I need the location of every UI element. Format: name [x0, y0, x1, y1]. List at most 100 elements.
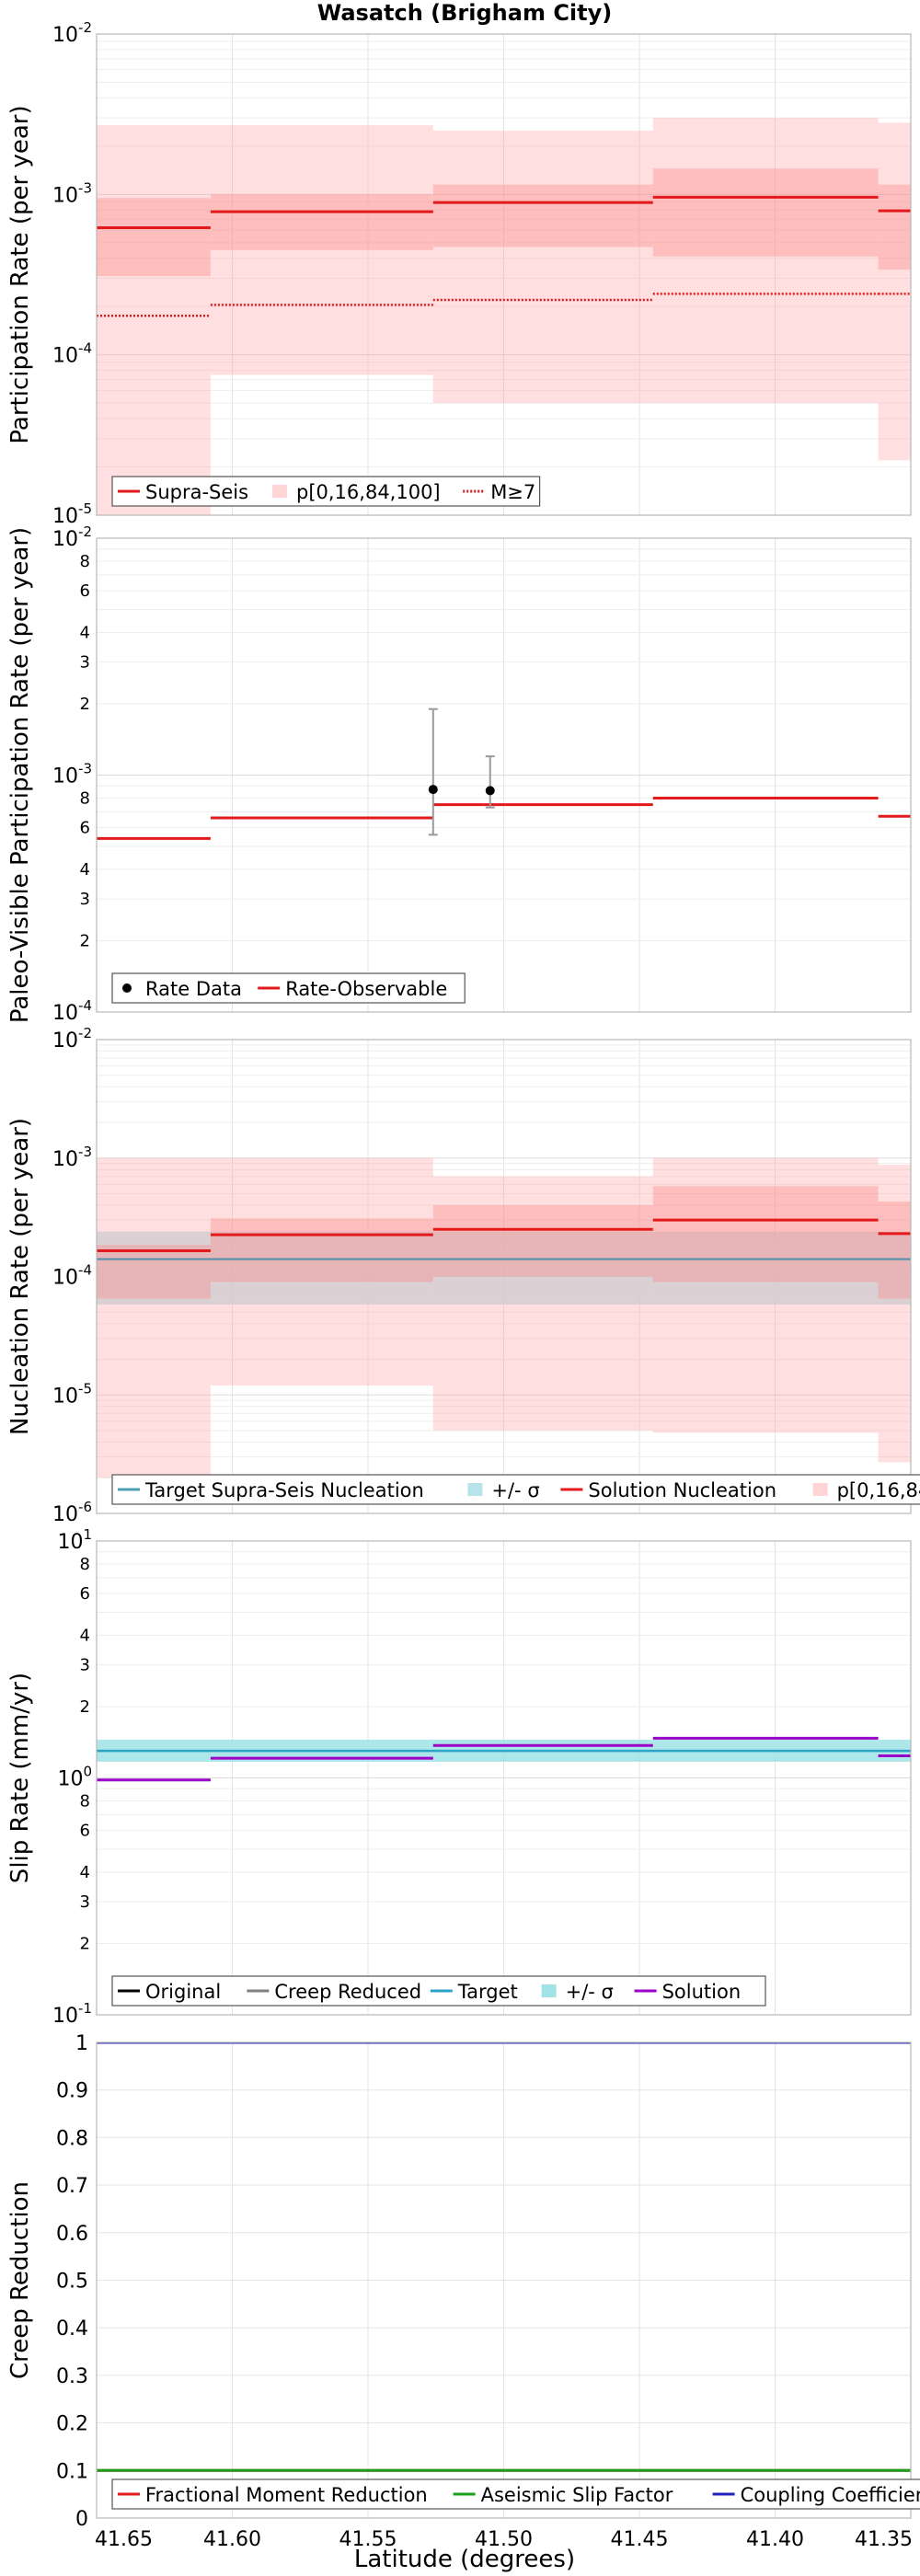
y-tick-label: 0.4 [56, 2317, 88, 2340]
p16-84-band [97, 198, 211, 277]
y-tick-label: 10-5 [52, 500, 92, 528]
y-minor-tick-label: 2 [80, 931, 90, 950]
y-tick-label: 0.7 [56, 2175, 88, 2198]
legend: Target Supra-Seis Nucleation +/- σ Solutio… [111, 1474, 920, 1505]
y-tick-exponent: -2 [78, 19, 92, 36]
y-minor-tick-label: 3 [80, 890, 90, 909]
y-tick-label: 10-2 [52, 1025, 92, 1052]
y-minor-tick-label: 8 [80, 1555, 90, 1574]
x-tick-label: 41.65 [95, 2528, 153, 2551]
x-axis-label: Latitude (degrees) [354, 2546, 575, 2573]
y-tick-exponent: -2 [78, 523, 92, 540]
legend-label: Target [457, 1981, 518, 2003]
legend: Original Creep Reduced Target +/- σ Solution [111, 1975, 766, 2007]
x-tick-label: 41.50 [475, 2528, 533, 2551]
y-tick-label: 100 [57, 1764, 92, 1791]
y-tick-base: 10 [52, 1148, 78, 1171]
x-tick-label: 41.60 [203, 2528, 261, 2551]
y-minor-tick-label: 4 [80, 623, 90, 642]
y-tick-exponent: -3 [78, 179, 92, 196]
plot-area [97, 2042, 911, 2518]
plot-area [97, 1040, 911, 1513]
p0-100-band [878, 122, 911, 461]
plot-frame [96, 1039, 912, 1514]
rate-data-point [485, 786, 495, 796]
legend-label: p[0,16,84,100] [296, 481, 441, 503]
y-minor-tick-label: 4 [80, 860, 90, 880]
y-axis-label: Slip Rate (mm/yr) [6, 1673, 34, 1883]
y-tick-label: 10-3 [52, 1144, 92, 1171]
p16-84-band [97, 1245, 211, 1299]
legend: Rate Data Rate-Observable [111, 972, 466, 1004]
p0-100-band [97, 125, 211, 515]
p16-84-band [878, 1201, 911, 1299]
y-tick-label: 0.8 [56, 2127, 88, 2150]
y-minor-tick-label: 2 [80, 1697, 90, 1717]
y-tick-label: 10-4 [52, 1262, 92, 1290]
p0-100-band [97, 1157, 211, 1478]
plot-frame [96, 33, 912, 516]
p16-84-band [652, 168, 879, 257]
legend-label: +/- σ [566, 1981, 614, 2003]
y-tick-label: 0.3 [56, 2365, 88, 2388]
y-tick-base: 10 [52, 1029, 78, 1052]
x-tick-label: 41.40 [746, 2528, 804, 2551]
legend-label: Original [145, 1981, 221, 2003]
target-sigma-band [97, 1231, 911, 1305]
panel-5: 0 0.1 0.2 0.3 0.4 0.5 0.6 0.7 0.8 0.9 1 Creep Reduc… [6, 2032, 920, 2531]
y-tick-base: 10 [57, 1531, 83, 1554]
y-tick-exponent: 0 [83, 1764, 92, 1780]
plot-area [97, 538, 911, 1012]
p0-100-band [210, 125, 433, 375]
plot-frame [96, 1540, 912, 2016]
y-tick-exponent: -5 [78, 1380, 92, 1397]
y-tick-label: 0.2 [56, 2413, 88, 2436]
y-minor-tick-label: 8 [80, 1791, 90, 1811]
p16-84-band [878, 184, 911, 270]
y-tick-base: 10 [52, 765, 78, 788]
rate-data-point [428, 785, 438, 795]
y-minor-tick-label: 3 [80, 1892, 90, 1912]
legend-label: p[0,16,84,100] [837, 1479, 920, 1501]
y-minor-tick-label: 6 [80, 1822, 90, 1841]
p0-100-band [210, 1157, 433, 1386]
y-tick-base: 10 [52, 1503, 78, 1526]
y-tick-base: 10 [52, 1002, 78, 1025]
legend-label: Solution Nucleation [588, 1479, 776, 1501]
legend-label: Aseismic Slip Factor [481, 2484, 673, 2506]
plot-area [97, 34, 911, 515]
y-minor-tick-label: 6 [80, 819, 90, 838]
y-minor-tick-label: 2 [80, 695, 90, 714]
y-minor-tick-label: 4 [80, 1863, 90, 1882]
y-tick-exponent: -5 [78, 500, 92, 517]
y-axis-label: Nucleation Rate (per year) [6, 1118, 34, 1435]
y-tick-label: 0.9 [56, 2080, 88, 2103]
y-tick-label: 0.1 [56, 2460, 88, 2483]
legend-label: M≥7 [490, 481, 535, 503]
y-minor-tick-label: 6 [80, 581, 90, 601]
y-tick-base: 10 [52, 184, 78, 207]
legend: Fractional Moment Reduction Aseismic Slip… [111, 2478, 920, 2510]
y-tick-base: 10 [52, 24, 78, 47]
y-tick-exponent: -2 [78, 1025, 92, 1041]
y-tick-label: 10-3 [52, 761, 92, 788]
y-axis-label: Creep Reduction [6, 2181, 34, 2379]
x-tick-label: 41.55 [339, 2528, 397, 2551]
y-tick-label: 10-1 [52, 2000, 92, 2028]
y-tick-base: 10 [52, 528, 78, 551]
y-minor-tick-label: 6 [80, 1584, 90, 1604]
x-tick-label: 41.35 [855, 2528, 913, 2551]
y-tick-label: 10-4 [52, 997, 92, 1025]
p16-84-band [210, 1218, 433, 1282]
legend: Supra-Seis p[0,16,84,100] M≥7 [111, 476, 541, 507]
y-tick-base: 10 [52, 2005, 78, 2028]
y-tick-label: 10-6 [52, 1499, 92, 1526]
y-tick-exponent: -4 [78, 340, 92, 357]
y-axis-label: Participation Rate (per year) [6, 105, 34, 443]
y-tick-label: 10-5 [52, 1380, 92, 1408]
